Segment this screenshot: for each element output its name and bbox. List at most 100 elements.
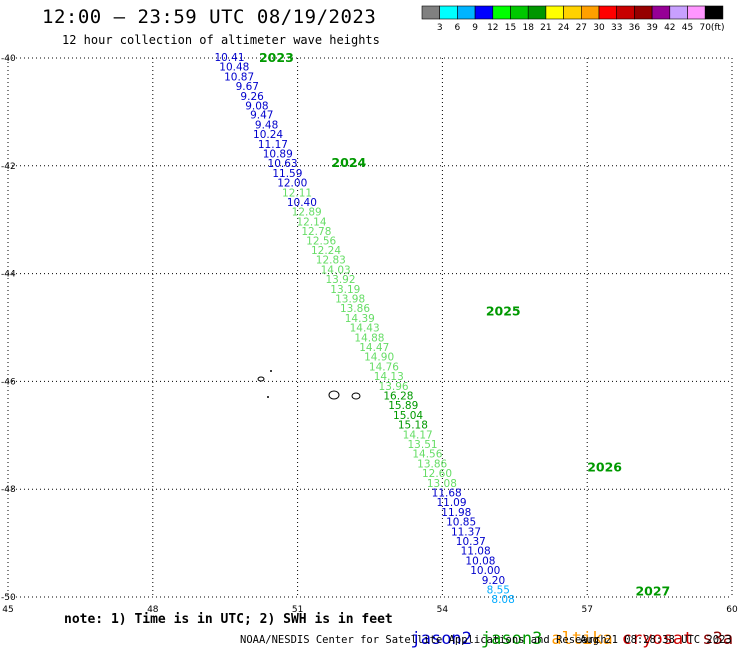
legend-altika: altika: [551, 629, 613, 649]
colorbar-tick: 21: [540, 23, 551, 33]
swh-value: 11.37: [451, 526, 481, 538]
y-tick-label: -50: [1, 593, 16, 603]
swh-value: 12.83: [316, 255, 346, 267]
swh-value: 15.89: [388, 400, 418, 412]
swh-value: 14.88: [354, 332, 384, 344]
swh-value: 14.76: [369, 361, 399, 373]
chart-title: 12:00 – 23:59 UTC 08/19/2023: [42, 6, 377, 28]
swh-labels: 10.4110.4810.879.679.269.089.479.4810.24…: [214, 52, 514, 606]
satellite-legend: jason2 jason3 altika cryosat s3a: [390, 609, 740, 649]
colorbar-tick: 24: [558, 23, 570, 33]
colorbar-swatch: [545, 5, 564, 20]
swh-value: 10.41: [214, 52, 244, 64]
swh-value: 14.03: [321, 264, 351, 276]
swh-value: 10.85: [446, 517, 476, 529]
swh-value: 14.17: [403, 429, 433, 441]
colorbar-tick: 70: [699, 23, 711, 33]
swh-value: 10.87: [224, 71, 254, 83]
colorbar-swatch: [651, 5, 671, 20]
swh-value: 10.24: [253, 129, 283, 141]
y-tick-label: -48: [1, 485, 16, 495]
time-label: 2026: [587, 460, 622, 475]
swh-value: 14.56: [412, 449, 442, 461]
time-label: 2024: [331, 155, 366, 170]
colorbar-tick: 15: [505, 23, 516, 33]
swh-value: 12.60: [422, 468, 452, 480]
time-labels: 2023 2024 2025 2026 2027: [259, 50, 670, 599]
colorbar-tick: 18: [522, 23, 534, 33]
swh-value: 9.48: [255, 119, 278, 131]
swh-value: 13.92: [325, 274, 355, 286]
colorbar-swatch: [634, 5, 653, 20]
swh-value: 12.56: [306, 235, 336, 247]
colorbar-swatch: [527, 5, 547, 20]
swh-value: 9.20: [482, 575, 505, 587]
swh-value: 10.40: [287, 197, 317, 209]
chart-subtitle: 12 hour collection of altimeter wave hei…: [62, 33, 380, 47]
y-tick-label: -44: [1, 270, 16, 280]
colorbar-swatch: [598, 5, 618, 20]
x-tick-label: 60: [726, 605, 738, 615]
swh-value: 8.08: [491, 594, 514, 606]
note-text: note: 1) Time is in UTC; 2) SWH is in fe…: [64, 612, 393, 627]
colorbar-tick: 9: [472, 23, 478, 33]
swh-value: 14.39: [345, 313, 375, 325]
swh-value: 9.67: [236, 81, 259, 93]
colorbar-tick: 39: [646, 23, 658, 33]
colorbar-tick: 45: [682, 23, 693, 33]
colorbar-tick: 42: [664, 23, 675, 33]
swh-value: 13.51: [408, 439, 438, 451]
swh-value: 13.98: [335, 293, 365, 305]
colorbar-swatch: [439, 5, 458, 20]
swh-value: 11.59: [272, 168, 302, 180]
colorbar-unit: (ft): [711, 23, 725, 33]
island-outline: [328, 390, 340, 400]
colorbar-swatch: [492, 5, 511, 20]
colorbar: 3 6 9 12 15 18 21 24 27 30 33 36 39 42 45 70 (ft): [421, 5, 725, 33]
time-label: 2025: [486, 303, 521, 318]
island-outline: [351, 392, 361, 400]
time-label: 2027: [635, 584, 670, 599]
island-outline: [257, 376, 265, 382]
colorbar-swatch: [474, 5, 494, 20]
swh-value: 9.47: [250, 110, 273, 122]
colorbar-swatch: [669, 5, 688, 20]
swh-value: 11.17: [258, 139, 288, 151]
colorbar-swatch: [421, 5, 441, 20]
colorbar-swatch: [580, 5, 600, 20]
swh-value: 8.55: [487, 585, 510, 597]
swh-value: 11.98: [441, 507, 471, 519]
swh-value: 10.63: [268, 158, 298, 170]
swh-value: 12.78: [301, 226, 331, 238]
colorbar-swatch: [616, 5, 635, 20]
legend-jason3: jason3: [480, 629, 543, 649]
x-tick-label: 54: [437, 605, 449, 615]
colorbar-tick: 33: [611, 23, 622, 33]
x-tick-label: 57: [581, 605, 592, 615]
footer-credit: NOAA/NESDIS Center for Satellite Applica…: [240, 634, 607, 646]
swh-value: 12.24: [311, 245, 341, 257]
swh-value: 10.48: [219, 62, 249, 74]
swh-value: 10.00: [470, 565, 500, 577]
colorbar-swatch: [563, 5, 582, 20]
x-tick-label: 51: [292, 605, 303, 615]
swh-value: 15.18: [398, 420, 428, 432]
swh-value: 13.08: [427, 478, 457, 490]
swh-value: 12.14: [296, 216, 326, 228]
swh-value: 13.86: [417, 458, 447, 470]
swh-value: 11.09: [436, 497, 466, 509]
colorbar-swatch: [704, 5, 724, 20]
swh-value: 14.90: [364, 352, 394, 364]
swh-value: 14.47: [359, 342, 389, 354]
x-tick-label: 48: [147, 605, 159, 615]
colorbar-tick: 27: [576, 23, 587, 33]
swh-value: 11.68: [432, 488, 462, 500]
island-outline: [267, 396, 269, 398]
y-tick-label: -46: [1, 377, 16, 387]
island-outline: [270, 370, 272, 372]
swh-value: 14.13: [374, 371, 404, 383]
swh-value: 10.08: [465, 555, 495, 567]
chart-grid: 45 48 51 54 57 60 -40 -42 -44 -46 -48 -50: [1, 54, 738, 615]
colorbar-swatch: [510, 5, 529, 20]
